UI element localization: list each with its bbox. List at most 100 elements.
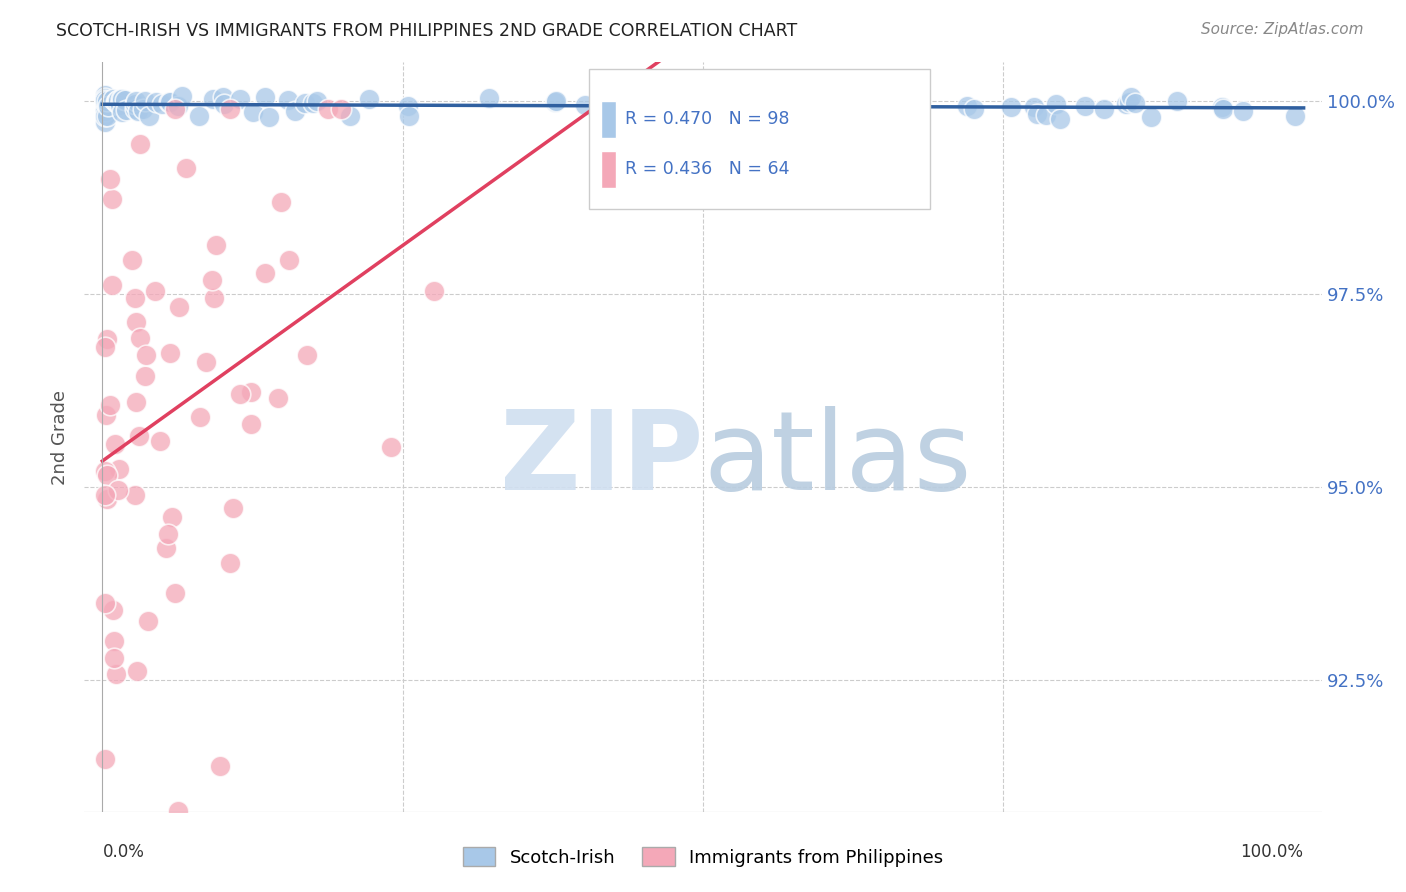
- Point: [149, 434, 172, 448]
- FancyBboxPatch shape: [602, 151, 616, 188]
- Point: [94, 102, 117, 116]
- Point: [94, 95, 117, 110]
- Point: [107, 95, 129, 109]
- Point: [201, 92, 224, 106]
- Text: R = 0.470   N = 98: R = 0.470 N = 98: [626, 111, 790, 128]
- Text: atlas: atlas: [703, 406, 972, 513]
- Point: [769, 101, 792, 115]
- Point: [218, 102, 240, 116]
- Point: [115, 103, 138, 117]
- Point: [98, 398, 121, 412]
- Point: [136, 614, 159, 628]
- Point: [239, 384, 262, 399]
- Point: [544, 95, 567, 109]
- Point: [396, 99, 419, 113]
- Point: [780, 100, 803, 114]
- Point: [188, 409, 211, 424]
- Point: [1024, 100, 1046, 114]
- Point: [132, 103, 155, 117]
- Point: [124, 96, 146, 111]
- Point: [134, 94, 156, 108]
- Point: [96, 332, 118, 346]
- Point: [398, 109, 420, 123]
- Point: [837, 95, 859, 109]
- Point: [128, 428, 150, 442]
- Point: [101, 277, 124, 292]
- Point: [1035, 108, 1057, 122]
- Point: [1212, 102, 1234, 116]
- Point: [623, 90, 645, 104]
- Point: [284, 104, 307, 119]
- Point: [121, 252, 143, 267]
- Point: [107, 462, 129, 476]
- Point: [104, 95, 127, 110]
- Point: [124, 291, 146, 305]
- Point: [111, 92, 134, 106]
- Legend: Scotch-Irish, Immigrants from Philippines: Scotch-Irish, Immigrants from Philippine…: [456, 840, 950, 874]
- Point: [156, 526, 179, 541]
- Point: [1166, 94, 1188, 108]
- Point: [204, 238, 226, 252]
- Point: [94, 96, 117, 111]
- Point: [543, 95, 565, 109]
- Text: R = 0.436   N = 64: R = 0.436 N = 64: [626, 161, 790, 178]
- Point: [239, 417, 262, 431]
- Point: [423, 284, 446, 298]
- Point: [339, 109, 361, 123]
- Point: [103, 634, 125, 648]
- Point: [202, 292, 225, 306]
- Point: [129, 331, 152, 345]
- Point: [1118, 95, 1140, 110]
- Point: [208, 759, 231, 773]
- Point: [114, 93, 136, 107]
- Point: [174, 161, 197, 175]
- Point: [357, 92, 380, 106]
- Point: [94, 115, 117, 129]
- Point: [101, 92, 124, 106]
- Point: [165, 586, 187, 600]
- Point: [574, 97, 596, 112]
- Point: [478, 90, 501, 104]
- Point: [145, 95, 167, 109]
- Point: [316, 102, 339, 116]
- Point: [96, 408, 118, 422]
- Point: [201, 273, 224, 287]
- Point: [94, 98, 117, 112]
- Point: [254, 90, 277, 104]
- Point: [150, 96, 173, 111]
- Point: [134, 369, 156, 384]
- FancyBboxPatch shape: [602, 101, 616, 137]
- Point: [740, 103, 762, 117]
- Point: [94, 95, 117, 110]
- Point: [1211, 100, 1233, 114]
- Point: [172, 89, 194, 103]
- Point: [221, 500, 243, 515]
- Point: [229, 92, 252, 106]
- Point: [242, 105, 264, 120]
- Point: [94, 96, 117, 111]
- Point: [1049, 112, 1071, 126]
- Point: [157, 95, 180, 110]
- Point: [165, 102, 187, 116]
- Point: [1123, 95, 1146, 110]
- Text: 100.0%: 100.0%: [1240, 843, 1303, 861]
- Point: [1119, 89, 1142, 103]
- Point: [94, 93, 117, 107]
- Point: [713, 100, 735, 114]
- Point: [872, 95, 894, 110]
- Point: [188, 109, 211, 123]
- Point: [98, 172, 121, 186]
- Point: [218, 556, 240, 570]
- Point: [194, 355, 217, 369]
- Point: [107, 483, 129, 497]
- Point: [124, 102, 146, 116]
- Point: [138, 109, 160, 123]
- Point: [661, 95, 683, 110]
- Point: [790, 99, 813, 113]
- Point: [1045, 96, 1067, 111]
- Point: [277, 252, 299, 267]
- Point: [380, 440, 402, 454]
- Point: [329, 102, 352, 116]
- Point: [103, 651, 125, 665]
- Point: [167, 99, 190, 113]
